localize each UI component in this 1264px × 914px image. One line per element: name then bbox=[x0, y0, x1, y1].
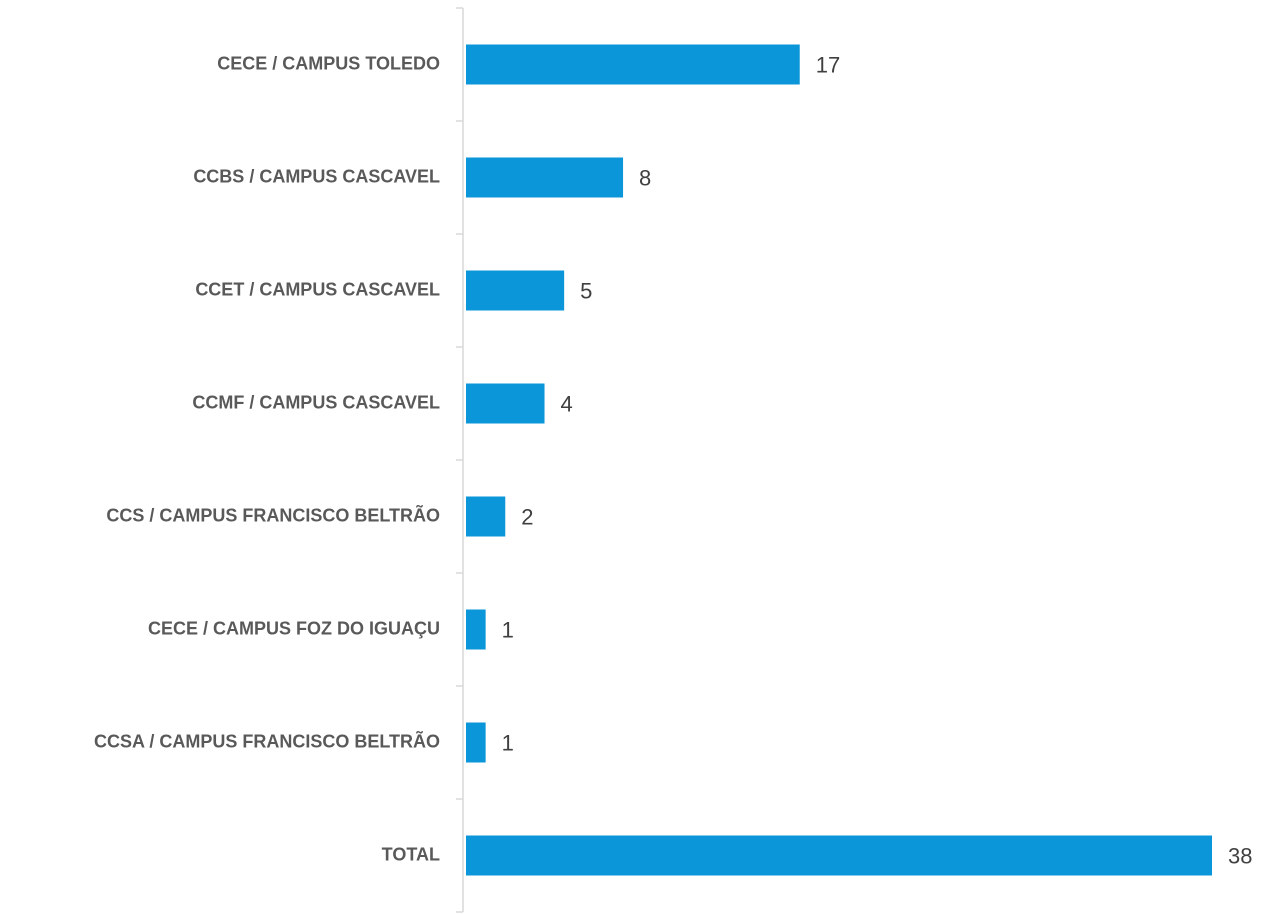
bar bbox=[466, 383, 545, 424]
category-label: CCBS / CAMPUS CASCAVEL bbox=[193, 166, 440, 186]
value-label: 8 bbox=[639, 165, 651, 190]
value-label: 2 bbox=[521, 504, 533, 529]
value-label: 1 bbox=[502, 617, 514, 642]
category-label: CCS / CAMPUS FRANCISCO BELTRÃO bbox=[106, 504, 440, 525]
bar bbox=[466, 44, 800, 85]
value-label: 17 bbox=[816, 52, 840, 77]
category-label: CECE / CAMPUS TOLEDO bbox=[217, 53, 440, 73]
category-label: CCSA / CAMPUS FRANCISCO BELTRÃO bbox=[94, 730, 440, 751]
value-label: 4 bbox=[561, 391, 573, 416]
category-label: TOTAL bbox=[382, 844, 440, 864]
bar bbox=[466, 157, 624, 198]
value-label: 5 bbox=[580, 278, 592, 303]
category-label: CCET / CAMPUS CASCAVEL bbox=[195, 279, 440, 299]
bar bbox=[466, 496, 506, 537]
bar bbox=[466, 609, 486, 650]
bar bbox=[466, 835, 1212, 876]
bar bbox=[466, 722, 486, 763]
bar bbox=[466, 270, 565, 311]
category-label: CECE / CAMPUS FOZ DO IGUAÇU bbox=[148, 618, 440, 638]
value-label: 1 bbox=[502, 730, 514, 755]
value-label: 38 bbox=[1228, 843, 1252, 868]
category-label: CCMF / CAMPUS CASCAVEL bbox=[192, 392, 440, 412]
